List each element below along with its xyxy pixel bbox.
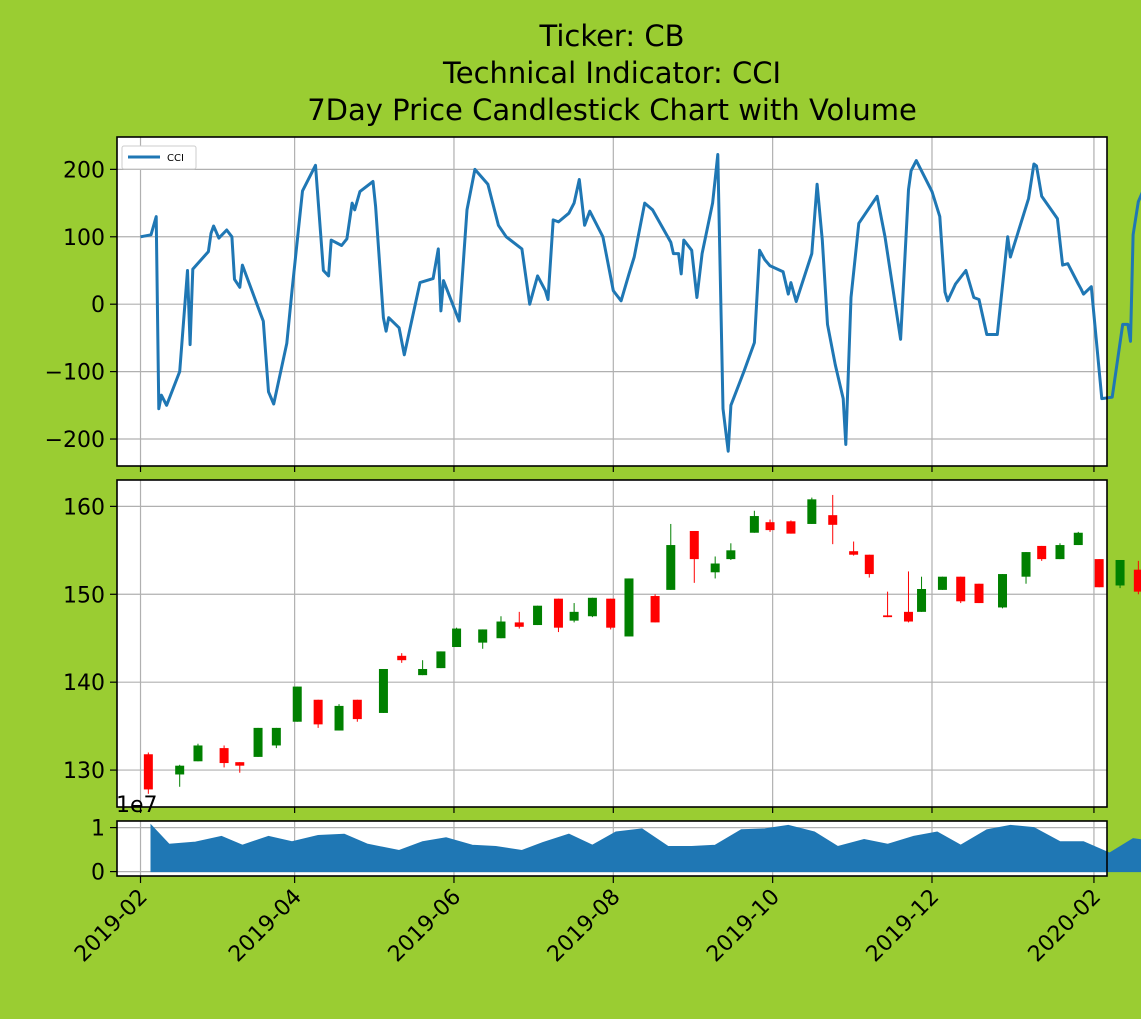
volume-ytick-label-0: 0 bbox=[91, 861, 105, 886]
candle-body-18 bbox=[514, 622, 524, 627]
title-line-3: 7Day Price Candlestick Chart with Volume bbox=[307, 93, 917, 127]
candle-body-37 bbox=[883, 615, 893, 618]
volume-area bbox=[150, 823, 1141, 873]
candle-body-11 bbox=[378, 668, 388, 713]
candle-body-38 bbox=[903, 611, 913, 622]
candle-body-13 bbox=[418, 668, 428, 676]
price-plot-area bbox=[117, 480, 1107, 807]
cci-axes-border bbox=[116, 136, 1108, 467]
price-ytick-label-0: 130 bbox=[63, 759, 105, 784]
candle-body-41 bbox=[956, 576, 966, 602]
candle-body-1 bbox=[175, 765, 185, 775]
candle-body-49 bbox=[1115, 559, 1125, 586]
candle-body-48 bbox=[1094, 559, 1104, 588]
candle-body-20 bbox=[553, 598, 563, 628]
volume-offset-label: 1e7 bbox=[116, 793, 158, 818]
candle-body-22 bbox=[587, 597, 597, 617]
title-line-1: Ticker: CB bbox=[539, 19, 685, 53]
candle-body-27 bbox=[689, 530, 699, 560]
candle-body-36 bbox=[864, 554, 874, 575]
candle-body-15 bbox=[452, 628, 462, 648]
candle-body-9 bbox=[334, 705, 344, 731]
volume-panel: 01 bbox=[91, 817, 1141, 886]
candle-body-0 bbox=[143, 754, 153, 790]
candle-body-8 bbox=[313, 699, 323, 725]
candle-body-17 bbox=[496, 621, 506, 639]
cci-ytick-label-1: −100 bbox=[45, 361, 105, 386]
cci-plot-area bbox=[117, 137, 1107, 466]
candle-body-16 bbox=[478, 629, 488, 643]
cci-panel: −200 −100 0 100 200 bbox=[45, 136, 1141, 467]
cci-ytick-label-3: 100 bbox=[63, 226, 105, 251]
title-line-2: Technical Indicator: CCI bbox=[442, 56, 781, 90]
candle-body-23 bbox=[606, 598, 616, 628]
candle-body-21 bbox=[569, 611, 579, 621]
cci-ytick-label-4: 200 bbox=[63, 158, 105, 183]
candle-body-3 bbox=[219, 748, 229, 764]
volume-ytick-label-1: 1 bbox=[91, 817, 105, 842]
candle-body-24 bbox=[624, 578, 634, 637]
candle-body-39 bbox=[917, 589, 927, 612]
candle-body-12 bbox=[397, 655, 407, 661]
candle-body-29 bbox=[726, 550, 736, 560]
candle-body-19 bbox=[533, 605, 543, 626]
candle-body-32 bbox=[786, 521, 796, 534]
volume-axes-border bbox=[116, 820, 1108, 877]
candle-body-30 bbox=[749, 516, 759, 533]
candle-body-44 bbox=[1021, 552, 1031, 577]
candle-body-47 bbox=[1073, 532, 1083, 546]
candle-body-14 bbox=[436, 651, 446, 669]
price-ytick-label-2: 150 bbox=[63, 583, 105, 608]
candle-body-34 bbox=[828, 515, 838, 525]
candle-body-33 bbox=[807, 499, 817, 524]
price-ytick-label-3: 160 bbox=[63, 495, 105, 520]
candle-body-46 bbox=[1055, 545, 1065, 560]
candle-body-42 bbox=[974, 583, 984, 604]
candle-body-35 bbox=[849, 551, 859, 555]
price-axes-border bbox=[116, 479, 1108, 808]
price-panel: 130 140 150 160 bbox=[63, 479, 1141, 808]
candle-body-6 bbox=[271, 727, 281, 746]
legend: CCI bbox=[121, 145, 197, 170]
legend-label-cci: CCI bbox=[167, 153, 184, 164]
candle-body-43 bbox=[998, 574, 1008, 608]
candle-body-4 bbox=[235, 762, 245, 766]
price-ytick-label-1: 140 bbox=[63, 671, 105, 696]
candle-body-7 bbox=[292, 686, 302, 722]
candle-body-25 bbox=[650, 596, 660, 623]
candle-body-5 bbox=[253, 727, 263, 757]
candle-body-10 bbox=[352, 699, 362, 720]
cci-ytick-label-2: 0 bbox=[91, 293, 105, 318]
candle-body-28 bbox=[710, 563, 720, 573]
cci-line bbox=[140, 153, 1141, 453]
cci-ytick-label-0: −200 bbox=[45, 428, 105, 453]
candle-body-2 bbox=[193, 745, 203, 762]
candle-body-45 bbox=[1037, 545, 1047, 560]
candle-body-31 bbox=[765, 522, 775, 531]
candle-body-40 bbox=[937, 576, 947, 590]
candle-body-50 bbox=[1133, 569, 1141, 592]
candle-body-26 bbox=[666, 545, 676, 590]
